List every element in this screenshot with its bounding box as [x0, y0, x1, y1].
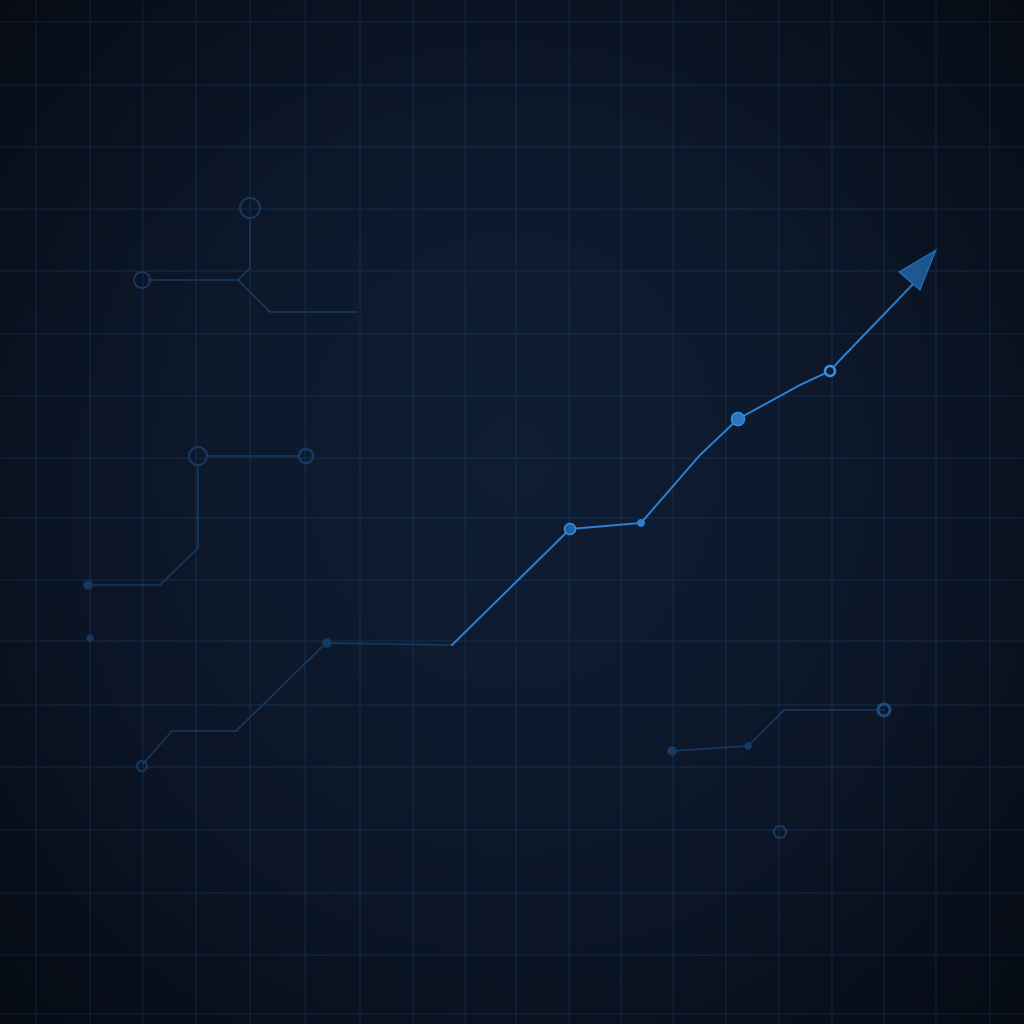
circuit-traces — [83, 197, 892, 839]
arrow-up-right-icon — [898, 248, 938, 291]
circuit-node-icon — [86, 634, 94, 642]
circuit-trace-top-left-branch — [237, 279, 358, 313]
circuit-node-icon — [188, 446, 208, 466]
circuit-node-icon — [133, 271, 151, 289]
trend-point — [563, 522, 577, 536]
circuit-trace-mid-left-drop — [92, 466, 199, 586]
trend-line — [451, 281, 916, 646]
trend-point — [730, 411, 746, 427]
circuit-node-icon — [322, 638, 332, 648]
circuit-node-icon — [83, 580, 93, 590]
trend-point — [637, 519, 645, 527]
growth-trend — [451, 248, 938, 646]
circuit-node-icon — [239, 197, 261, 219]
circuit-trace-bottom-left — [141, 642, 453, 766]
circuit-node-icon — [297, 447, 315, 465]
circuit-node-icon — [773, 825, 787, 839]
circuit-node-icon — [136, 760, 148, 772]
trend-point — [823, 364, 837, 378]
circuit-trace-bottom-right — [671, 709, 884, 752]
circuit-node-icon — [744, 742, 752, 750]
circuit-node-icon — [876, 702, 892, 718]
circuit-trace-top-left — [148, 218, 251, 281]
circuit-node-icon — [667, 746, 677, 756]
